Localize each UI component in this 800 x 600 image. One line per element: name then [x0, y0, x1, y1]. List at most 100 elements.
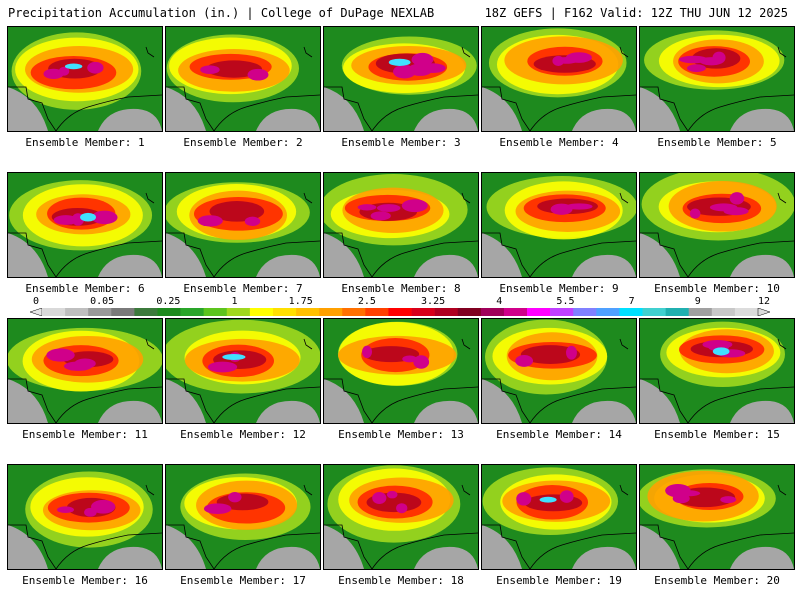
coastline — [213, 386, 320, 423]
map-panel — [323, 464, 479, 570]
coastline — [213, 240, 320, 277]
dry-area — [640, 87, 794, 131]
precip-peak — [712, 347, 730, 356]
map-panel — [481, 318, 637, 424]
dry-area — [324, 525, 478, 569]
state-border — [8, 378, 57, 423]
lake-outline — [145, 46, 155, 58]
map-panel — [7, 26, 163, 132]
coastline — [529, 532, 636, 569]
colorbar-tick-label: 4 — [496, 296, 503, 307]
state-border — [324, 86, 373, 131]
colorbar-tick-label: 0 — [32, 296, 40, 307]
precip-core — [565, 203, 593, 210]
precip-map — [166, 173, 320, 277]
map-panel — [7, 464, 163, 570]
precip-core — [247, 68, 269, 81]
ensemble-member-label: Ensemble Member: 1 — [25, 136, 145, 149]
colorbar-swatch — [388, 308, 412, 316]
precip-map — [482, 319, 636, 423]
precip-map — [482, 173, 636, 277]
precip-core — [401, 199, 428, 213]
colorbar-swatch — [642, 308, 666, 316]
colorbar-swatch — [596, 308, 620, 316]
precip-core — [43, 68, 64, 79]
map-panel — [481, 26, 637, 132]
precip-core — [402, 355, 417, 363]
precip-map — [482, 27, 636, 131]
lake-outline — [461, 484, 471, 496]
dry-area — [482, 233, 636, 277]
coastline — [213, 94, 320, 131]
lake-outline — [619, 484, 629, 496]
colorbar-tick-label: 9 — [694, 296, 701, 307]
precip-core — [58, 66, 70, 76]
state-border — [8, 86, 57, 131]
precip-core — [53, 215, 78, 225]
lake-outline — [777, 192, 787, 204]
map-panel — [7, 172, 163, 278]
lake-outline — [145, 484, 155, 496]
ensemble-member-label: Ensemble Member: 17 — [180, 574, 306, 587]
state-border — [324, 378, 373, 423]
ensemble-member-label: Ensemble Member: 12 — [180, 428, 306, 441]
colorbar-swatch — [665, 308, 690, 316]
colorbar-swatch — [734, 308, 759, 316]
coastline — [371, 240, 478, 277]
ensemble-member-label: Ensemble Member: 20 — [654, 574, 780, 587]
precip-core — [712, 51, 726, 64]
precip-map — [324, 465, 478, 569]
coastline — [55, 94, 162, 131]
map-panel — [323, 172, 479, 278]
precip-core — [559, 490, 574, 503]
precip-peak — [222, 354, 246, 360]
ensemble-member-label: Ensemble Member: 5 — [657, 136, 777, 149]
ensemble-member-label: Ensemble Member: 13 — [338, 428, 464, 441]
state-border — [166, 378, 215, 423]
precip-peak — [388, 58, 411, 66]
ensemble-member-label: Ensemble Member: 7 — [183, 282, 303, 295]
precip-core — [729, 192, 745, 205]
map-panel — [323, 26, 479, 132]
lake-outline — [619, 46, 629, 58]
ensemble-member-label: Ensemble Member: 18 — [338, 574, 464, 587]
dry-area — [8, 87, 162, 131]
ensemble-member-label: Ensemble Member: 14 — [496, 428, 622, 441]
colorbar-swatch — [157, 308, 181, 316]
map-panel — [481, 464, 637, 570]
colorbar-swatch — [249, 308, 274, 316]
lake-outline — [777, 46, 787, 58]
ensemble-member-label: Ensemble Member: 2 — [183, 136, 303, 149]
ensemble-member-label: Ensemble Member: 16 — [22, 574, 148, 587]
lake-outline — [619, 192, 629, 204]
precip-peak — [80, 212, 97, 222]
lake-outline — [303, 46, 313, 58]
state-border — [324, 232, 373, 277]
coastline — [55, 386, 162, 423]
precip-contour — [520, 345, 581, 365]
map-panel — [165, 464, 321, 570]
state-border — [166, 86, 215, 131]
precip-map — [8, 319, 162, 423]
precip-core — [361, 345, 373, 359]
colorbar-swatch — [342, 308, 366, 316]
ensemble-member-label: Ensemble Member: 9 — [499, 282, 619, 295]
precip-map — [324, 319, 478, 423]
map-panel — [165, 318, 321, 424]
lake-outline — [303, 192, 313, 204]
precip-core — [396, 503, 408, 514]
colorbar-tick-label: 1 — [231, 296, 238, 307]
colorbar-swatch — [203, 308, 228, 316]
state-border — [8, 232, 57, 277]
dry-area — [482, 87, 636, 131]
colorbar-tick-label: 2.5 — [357, 296, 376, 307]
map-panel — [323, 318, 479, 424]
colorbar-bar — [30, 308, 770, 316]
ensemble-member-label: Ensemble Member: 19 — [496, 574, 622, 587]
coastline — [687, 94, 794, 131]
precip-core — [419, 63, 446, 74]
colorbar-swatch — [688, 308, 713, 316]
lake-outline — [303, 484, 313, 496]
coastline — [687, 240, 794, 277]
state-border — [8, 524, 57, 569]
